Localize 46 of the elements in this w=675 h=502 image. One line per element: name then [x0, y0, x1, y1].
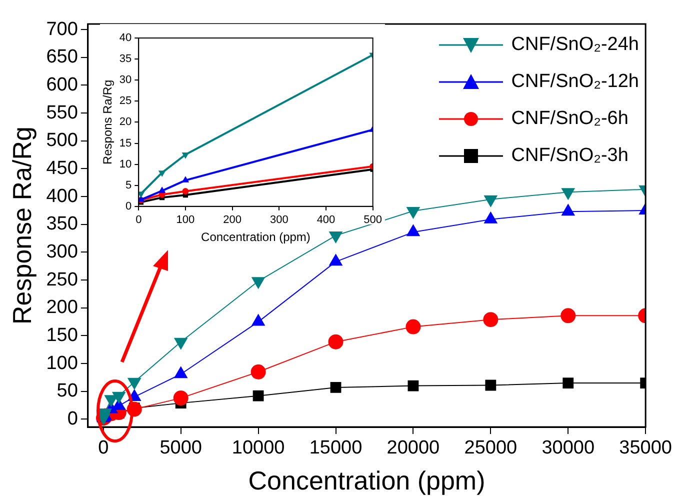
y-tick-label: 650 [46, 46, 78, 68]
x-tick-label: 30000 [542, 438, 595, 459]
y-axis-title: Response Ra/Rg [6, 126, 37, 324]
y-tick-label: 20 [119, 116, 132, 128]
x-tick-label: 300 [270, 214, 288, 226]
x-tick-label: 25000 [464, 438, 518, 459]
legend-label: CNF/SnO₂-6h [511, 107, 628, 131]
y-tick-label: 0 [67, 408, 78, 430]
y-tick-label: 500 [46, 130, 78, 152]
y-tick-label: 400 [46, 186, 78, 207]
x-tick-label: 5000 [160, 438, 202, 459]
y-tick-label: 700 [46, 18, 78, 40]
y-tick-label: 600 [46, 74, 78, 96]
x-tick-label: 20000 [386, 438, 440, 459]
x-tick-label: 200 [223, 214, 242, 226]
y-tick-label: 350 [46, 214, 78, 235]
legend-label: CNF/SnO₂-3h [511, 144, 628, 168]
y-axis-title: Respons Ra/Rg [100, 80, 115, 165]
x-tick-label: 400 [316, 214, 336, 226]
y-tick-label: 550 [46, 102, 78, 124]
y-tick-label: 50 [56, 380, 78, 402]
x-tick-label: 0 [136, 214, 142, 226]
x-tick-label: 15000 [309, 438, 362, 459]
y-tick-label: 40 [119, 32, 132, 44]
y-tick-label: 0 [126, 200, 132, 212]
x-axis-title: Concentration (ppm) [248, 466, 486, 496]
y-tick-label: 450 [46, 158, 78, 179]
y-tick-label: 10 [119, 158, 132, 170]
y-tick-label: 35 [119, 53, 132, 66]
x-axis-title: Concentration (ppm) [201, 230, 310, 244]
y-tick-label: 100 [46, 352, 78, 374]
legend-label: CNF/SnO₂-12h [511, 70, 639, 94]
y-tick-label: 250 [46, 269, 78, 290]
y-tick-label: 30 [119, 74, 132, 86]
legend-label: CNF/SnO₂-24h [511, 33, 639, 57]
y-tick-label: 200 [46, 297, 78, 318]
x-tick-label: 35000 [619, 438, 672, 459]
y-tick-label: 15 [119, 137, 132, 150]
x-tick-label: 10000 [232, 438, 285, 459]
x-tick-label: 100 [176, 214, 195, 226]
y-tick-label: 5 [126, 179, 132, 192]
x-tick-label: 500 [364, 214, 382, 226]
x-tick-label: 0 [98, 438, 109, 459]
y-tick-label: 150 [46, 324, 78, 346]
y-tick-label: 300 [46, 241, 78, 262]
y-tick-label: 25 [119, 95, 132, 108]
